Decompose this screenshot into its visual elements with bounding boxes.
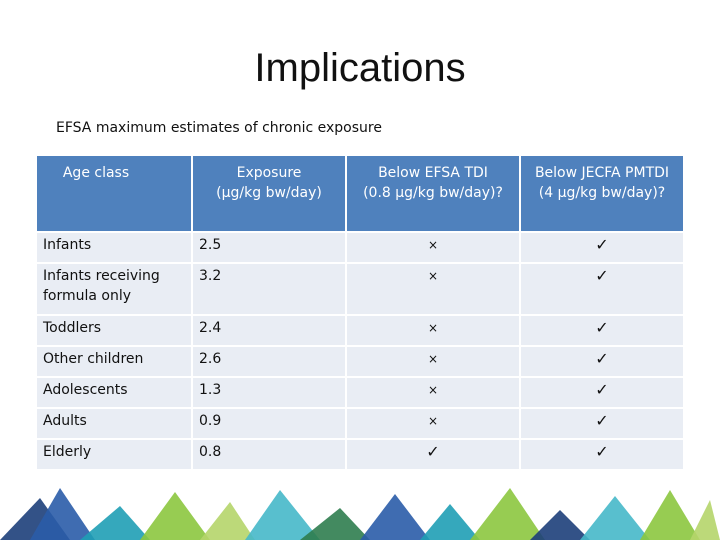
banner-triangle: [530, 510, 590, 540]
age-class-cell: Adolescents: [37, 376, 193, 407]
age-class-cell-value: Toddlers: [43, 320, 102, 336]
header-exposure-line2: (µg/kg bw/day): [216, 185, 322, 201]
exposure-cell-value: 2.4: [199, 320, 222, 336]
table-row: Adults 0.9 × ✓: [37, 407, 683, 438]
efsa-tdi-cell: ×: [347, 407, 521, 438]
table-row: Infants receiving formula only 3.2 × ✓: [37, 262, 683, 314]
header-jecfa-pmtdi: Below JECFA PMTDI (4 µg/kg bw/day)?: [521, 156, 683, 231]
table-row: Adolescents 1.3 × ✓: [37, 376, 683, 407]
banner-triangle: [200, 502, 255, 540]
efsa-tdi-cell-value: ×: [427, 321, 439, 335]
efsa-tdi-cell: ×: [347, 262, 521, 314]
age-class-cell-value: Other children: [43, 351, 144, 367]
age-class-cell-value: Adolescents: [43, 382, 128, 398]
jecfa-pmtdi-cell-value: ✓: [595, 411, 609, 430]
exposure-cell: 0.9: [193, 407, 347, 438]
header-exposure-line1: Exposure: [236, 165, 302, 181]
jecfa-pmtdi-cell-value: ✓: [595, 442, 609, 461]
jecfa-pmtdi-cell: ✓: [521, 345, 683, 376]
banner-triangle: [245, 490, 320, 540]
efsa-tdi-cell-value: ✓: [426, 442, 440, 461]
age-class-cell-value: Elderly: [43, 444, 92, 460]
jecfa-pmtdi-cell-value: ✓: [595, 235, 609, 254]
header-age-class-label: Age class: [62, 165, 130, 181]
table-row: Toddlers 2.4 × ✓: [37, 314, 683, 345]
banner-triangle: [690, 500, 720, 540]
header-jecfa-line2: (4 µg/kg bw/day)?: [538, 185, 666, 201]
banner-triangle: [360, 494, 430, 540]
table-row: Infants 2.5 × ✓: [37, 231, 683, 262]
banner-triangle: [640, 490, 700, 540]
exposure-cell: 2.5: [193, 231, 347, 262]
efsa-tdi-cell-value: ×: [427, 238, 439, 252]
age-class-cell: Toddlers: [37, 314, 193, 345]
jecfa-pmtdi-cell: ✓: [521, 407, 683, 438]
exposure-cell-value: 0.8: [199, 444, 222, 460]
jecfa-pmtdi-cell: ✓: [521, 262, 683, 314]
jecfa-pmtdi-cell-value: ✓: [595, 318, 609, 337]
exposure-cell: 1.3: [193, 376, 347, 407]
exposure-cell: 2.4: [193, 314, 347, 345]
header-efsa-line1: Below EFSA TDI: [378, 165, 488, 181]
efsa-tdi-cell-value: ×: [427, 414, 439, 428]
age-class-cell: Infants receiving formula only: [37, 262, 193, 314]
header-exposure: Exposure (µg/kg bw/day): [193, 156, 347, 231]
exposure-cell-value: 1.3: [199, 382, 222, 398]
exposure-table: Age class Exposure (µg/kg bw/day) Below …: [37, 156, 683, 469]
banner-triangle: [140, 492, 210, 540]
jecfa-pmtdi-cell-value: ✓: [595, 266, 609, 285]
exposure-cell-value: 3.2: [199, 268, 222, 284]
banner-triangle: [420, 504, 480, 540]
jecfa-pmtdi-cell: ✓: [521, 231, 683, 262]
banner-triangle: [580, 496, 650, 540]
header-age-class: Age class: [37, 156, 193, 231]
header-efsa-line2: (0.8 µg/kg bw/day)?: [363, 185, 503, 201]
jecfa-pmtdi-cell: ✓: [521, 376, 683, 407]
table-row: Elderly 0.8 ✓ ✓: [37, 438, 683, 469]
jecfa-pmtdi-cell-value: ✓: [595, 349, 609, 368]
exposure-cell: 3.2: [193, 262, 347, 314]
age-class-cell: Elderly: [37, 438, 193, 469]
age-class-cell: Adults: [37, 407, 193, 438]
efsa-tdi-cell: ×: [347, 314, 521, 345]
header-jecfa-line1: Below JECFA PMTDI: [534, 165, 670, 181]
jecfa-pmtdi-cell: ✓: [521, 438, 683, 469]
efsa-tdi-cell-value: ×: [427, 383, 439, 397]
banner-triangle: [30, 488, 95, 540]
table-subtitle: EFSA maximum estimates of chronic exposu…: [56, 120, 382, 136]
efsa-tdi-cell: ×: [347, 231, 521, 262]
efsa-tdi-cell: ✓: [347, 438, 521, 469]
efsa-tdi-cell-value: ×: [427, 269, 439, 283]
age-class-cell: Infants: [37, 231, 193, 262]
jecfa-pmtdi-cell-value: ✓: [595, 380, 609, 399]
efsa-tdi-cell: ×: [347, 376, 521, 407]
banner-triangle: [470, 488, 545, 540]
age-class-cell-value: Infants: [43, 237, 92, 253]
slide-title: Implications: [254, 46, 466, 90]
efsa-tdi-cell: ×: [347, 345, 521, 376]
header-efsa-tdi: Below EFSA TDI (0.8 µg/kg bw/day)?: [347, 156, 521, 231]
banner-triangle: [300, 508, 370, 540]
exposure-cell-value: 2.6: [199, 351, 222, 367]
age-class-cell-value: Adults: [43, 413, 87, 429]
decorative-banner: [0, 488, 720, 540]
age-class-cell: Other children: [37, 345, 193, 376]
jecfa-pmtdi-cell: ✓: [521, 314, 683, 345]
banner-triangle: [80, 506, 150, 540]
exposure-cell: 0.8: [193, 438, 347, 469]
age-class-cell-value: Infants receiving formula only: [43, 268, 160, 304]
exposure-cell-value: 2.5: [199, 237, 222, 253]
table-header-row: Age class Exposure (µg/kg bw/day) Below …: [37, 156, 683, 231]
exposure-cell-value: 0.9: [199, 413, 222, 429]
table-row: Other children 2.6 × ✓: [37, 345, 683, 376]
exposure-cell: 2.6: [193, 345, 347, 376]
efsa-tdi-cell-value: ×: [427, 352, 439, 366]
